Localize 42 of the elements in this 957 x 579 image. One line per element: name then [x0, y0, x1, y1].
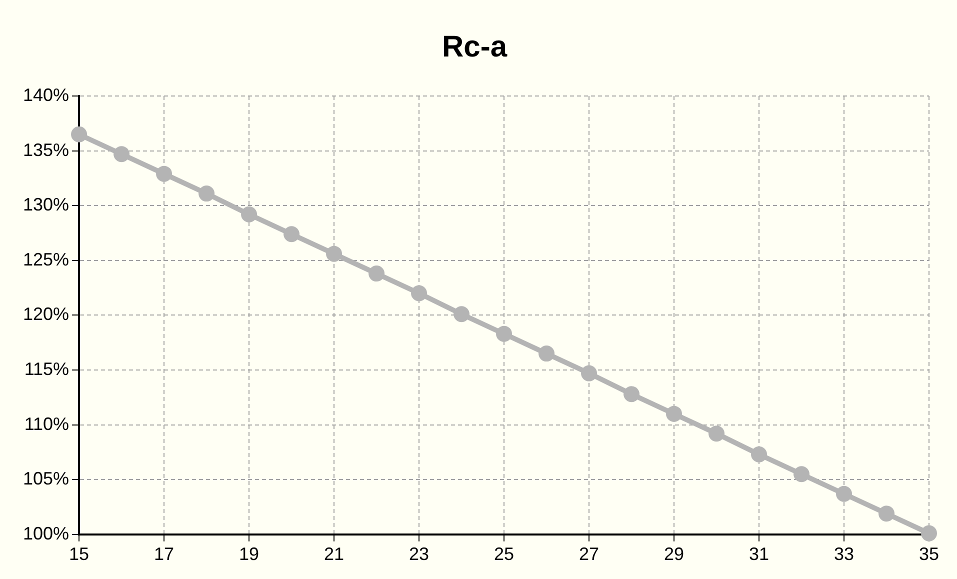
y-tick-label: 140% [22, 84, 70, 105]
x-tick-label: 23 [409, 544, 430, 564]
y-tick-label: 100% [22, 523, 70, 544]
x-tick-label: 29 [664, 544, 684, 564]
point [708, 426, 725, 442]
y-tick-label: 105% [22, 468, 70, 489]
point [538, 346, 555, 362]
point [114, 146, 130, 162]
point [624, 386, 640, 402]
point [496, 326, 512, 342]
x-tick-label: 15 [69, 544, 90, 564]
point [454, 306, 470, 322]
point [156, 166, 172, 182]
point [794, 466, 810, 482]
point [836, 486, 852, 502]
x-tick-label: 17 [154, 544, 174, 564]
x-tick-label: 31 [748, 544, 770, 564]
x-tick-label: 19 [239, 544, 260, 564]
y-tick-label: 135% [22, 140, 70, 160]
x-tick-label: 21 [324, 544, 344, 564]
point [411, 285, 428, 302]
y-tick-label: 120% [22, 304, 70, 324]
point [241, 206, 258, 222]
y-tick-label: 125% [22, 249, 70, 270]
point [368, 266, 385, 282]
chart-title: Rc-a [442, 30, 508, 64]
point [751, 446, 768, 462]
point [878, 506, 894, 522]
point [71, 126, 88, 142]
x-tick-label: 35 [918, 544, 940, 564]
x-tick-label: 27 [579, 544, 600, 564]
x-tick-label: 33 [834, 544, 854, 564]
point [198, 186, 215, 202]
point [326, 246, 342, 262]
y-tick-label: 115% [24, 358, 70, 379]
point [921, 525, 937, 542]
x-tick-label: 25 [494, 544, 514, 564]
y-tick-label: 130% [22, 194, 70, 215]
y-tick-label: 110% [24, 414, 70, 434]
point [581, 365, 598, 382]
point [666, 406, 682, 422]
point [284, 226, 300, 242]
